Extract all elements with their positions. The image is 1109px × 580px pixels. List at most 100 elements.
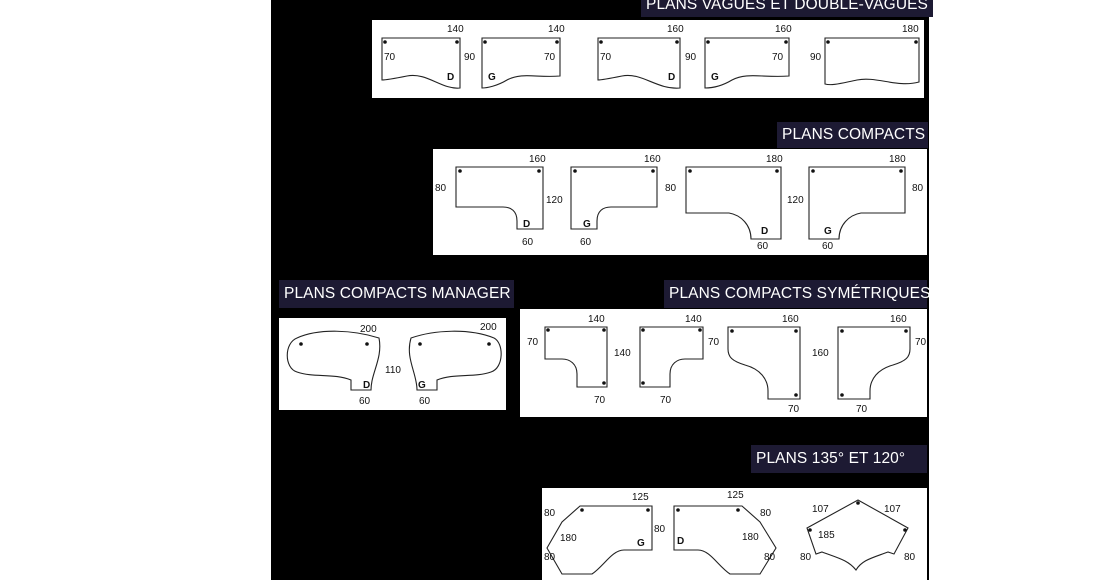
- side-label: D: [668, 72, 675, 83]
- dimension-label: 60: [419, 396, 431, 407]
- dimension-label: 160: [812, 348, 829, 359]
- dimension-label: 70: [788, 404, 800, 415]
- dimension-label: 110: [385, 365, 401, 376]
- dimension-label: 90: [810, 52, 822, 63]
- dimension-label: 120: [787, 195, 804, 206]
- dimension-label: 200: [360, 324, 377, 335]
- dimension-label: 70: [527, 337, 539, 348]
- dimension-label: 80: [760, 508, 772, 519]
- dimension-label: 120: [546, 195, 563, 206]
- section-title-angles: PLANS 135° ET 120°: [751, 445, 927, 473]
- dimension-label: 140: [685, 314, 702, 325]
- dimension-label: 80: [665, 183, 677, 194]
- desk-compact-160-g: 160 60 G: [570, 154, 661, 248]
- dimension-label: 160: [890, 314, 907, 325]
- dimension-label: 70: [544, 52, 556, 63]
- dimension-label: 80: [544, 552, 556, 563]
- desk-compact-180-d: 180 80 120 60 D: [665, 154, 804, 252]
- side-label: D: [677, 536, 684, 547]
- dimension-label: 70: [594, 395, 606, 406]
- dimension-label: 70: [660, 395, 672, 406]
- side-label: G: [488, 72, 496, 83]
- panel-angles: 125 80 80 180 G 125 80 80 80 180 D 107 1…: [542, 488, 927, 580]
- desk-drawings: 140 70 D 140 90 70 G 160 70 D 160 90 70: [381, 24, 920, 89]
- dimension-label: 70: [708, 337, 720, 348]
- dimension-label: 125: [727, 490, 744, 501]
- dimension-label: 80: [904, 552, 916, 563]
- side-label: D: [761, 226, 768, 237]
- section-title-manager: PLANS COMPACTS MANAGER: [279, 280, 514, 308]
- dimension-label: 70: [600, 52, 612, 63]
- dimension-label: 107: [812, 504, 829, 515]
- dimension-label: 140: [588, 314, 605, 325]
- side-label: G: [824, 226, 832, 237]
- side-label: G: [418, 380, 426, 391]
- side-label: G: [711, 72, 719, 83]
- dimension-label: 60: [580, 237, 592, 248]
- dimension-label: 180: [766, 154, 783, 165]
- dimension-label: 80: [800, 552, 812, 563]
- section-title-compacts: PLANS COMPACTS: [777, 122, 928, 148]
- dimension-label: 180: [902, 24, 919, 35]
- dimension-label: 90: [464, 52, 476, 63]
- side-label: G: [583, 219, 591, 230]
- dimension-label: 70: [915, 337, 927, 348]
- desk-vague-140-d: 140 70 D: [381, 24, 464, 89]
- dimension-label: 160: [775, 24, 792, 35]
- desk-symetric-140-b: 140 70 70: [639, 314, 720, 406]
- panel-manager: 200 110 60 D 200 60 G: [279, 318, 506, 410]
- side-label: D: [363, 380, 370, 391]
- dimension-label: 140: [447, 24, 464, 35]
- dimension-label: 160: [644, 154, 661, 165]
- desk-symetric-160-a: 160 160 70: [727, 314, 829, 415]
- desk-120: 107 107 185 80 80: [800, 499, 916, 571]
- dimension-label: 80: [912, 183, 924, 194]
- dimension-label: 70: [772, 52, 784, 63]
- side-label: D: [447, 72, 454, 83]
- side-label: G: [637, 538, 645, 549]
- dimension-label: 60: [522, 237, 534, 248]
- dimension-label: 160: [667, 24, 684, 35]
- side-label: D: [523, 219, 530, 230]
- dimension-label: 90: [685, 52, 697, 63]
- dimension-label: 80: [764, 552, 776, 563]
- desk-vague-160-d: 160 70 D: [597, 24, 684, 89]
- dimension-label: 185: [818, 530, 835, 541]
- desk-vague-140-g: 140 90 70 G: [464, 24, 565, 89]
- dimension-label: 70: [384, 52, 396, 63]
- desk-symetric-140-a: 140 70 140 70: [527, 314, 631, 406]
- panel-vagues: 140 70 D 140 90 70 G 160 70 D 160 90 70: [372, 20, 924, 98]
- desk-drawings: 160 80 120 60 D 160 60 G 180 80 120 60 D…: [435, 154, 924, 252]
- dimension-label: 125: [632, 492, 649, 503]
- dimension-label: 60: [757, 241, 769, 252]
- desk-symetric-160-b: 160 70 70: [837, 314, 927, 415]
- dimension-label: 180: [889, 154, 906, 165]
- dimension-label: 60: [822, 241, 834, 252]
- section-title-vagues: PLANS VAGUES ET DOUBLE-VAGUES: [641, 0, 933, 17]
- dimension-label: 107: [884, 504, 901, 515]
- dimension-label: 60: [359, 396, 371, 407]
- dimension-label: 200: [480, 322, 497, 333]
- desk-vague-160-g: 160 90 70 G: [685, 24, 792, 89]
- desk-manager-200-g: 200 60 G: [408, 322, 502, 407]
- dimension-label: 70: [856, 404, 868, 415]
- section-title-symetric: PLANS COMPACTS SYMÉTRIQUES: [664, 280, 930, 308]
- desk-drawings: 140 70 140 70 140 70 70 160 160 70 160 7…: [527, 314, 927, 415]
- dimension-label: 180: [560, 533, 577, 544]
- dimension-label: 80: [435, 183, 447, 194]
- dimension-label: 160: [782, 314, 799, 325]
- dimension-label: 80: [544, 508, 556, 519]
- desk-135-d: 125 80 80 80 180 D: [654, 490, 777, 575]
- dimension-label: 180: [742, 532, 759, 543]
- panel-compacts: 160 80 120 60 D 160 60 G 180 80 120 60 D…: [433, 149, 927, 255]
- panel-symetric: 140 70 140 70 140 70 70 160 160 70 160 7…: [520, 309, 927, 417]
- desk-135-g: 125 80 80 180 G: [544, 492, 653, 575]
- desk-compact-160-d: 160 80 120 60 D: [435, 154, 563, 248]
- dimension-label: 140: [548, 24, 565, 35]
- dimension-label: 140: [614, 348, 631, 359]
- desk-manager-200-d: 200 110 60 D: [286, 324, 401, 407]
- dimension-label: 160: [529, 154, 546, 165]
- desk-double-vague-180: 180 90: [810, 24, 920, 86]
- desk-drawings: 200 110 60 D 200 60 G: [286, 322, 502, 407]
- dimension-label: 80: [654, 524, 666, 535]
